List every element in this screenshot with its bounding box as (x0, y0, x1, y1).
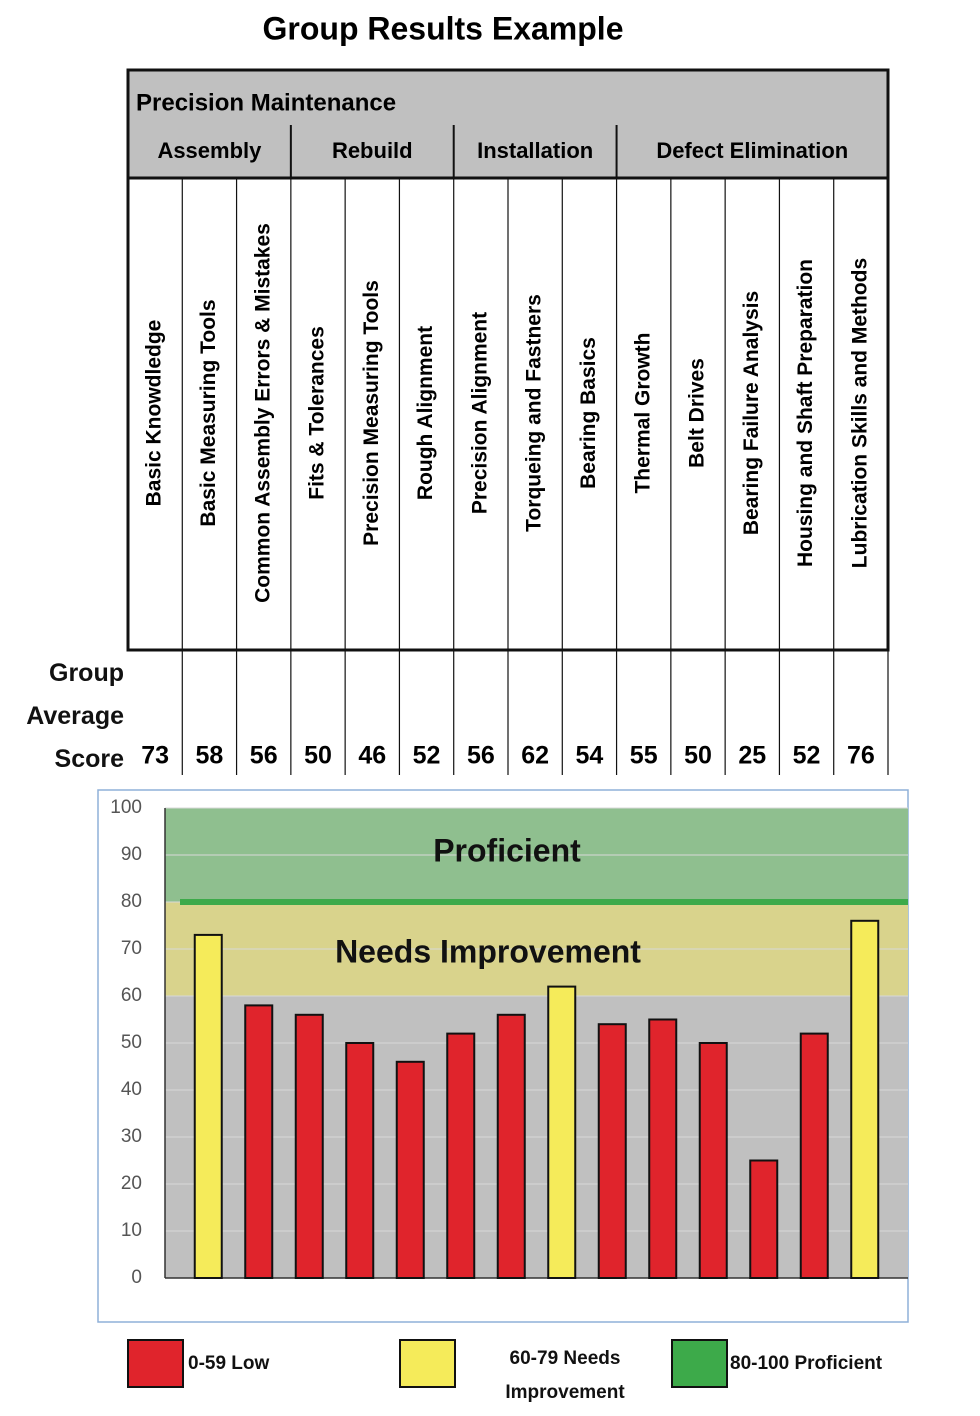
category-label: Precision Alignment (468, 312, 491, 514)
score: 52 (793, 742, 821, 770)
y-tick-label: 40 (121, 1079, 142, 1100)
score: 73 (141, 742, 169, 770)
category-label: Belt Drives (686, 358, 709, 468)
bar (446, 1032, 476, 1279)
y-tick-label: 60 (121, 985, 142, 1006)
y-tick-label: 10 (121, 1220, 142, 1241)
row-label: Group Average Score (26, 659, 124, 773)
score: 55 (630, 742, 658, 770)
y-tick-label: 80 (121, 891, 142, 912)
group-label: Assembly (157, 138, 262, 163)
category-label: Rough Alignment (414, 326, 437, 500)
category-label: Thermal Growth (631, 332, 654, 493)
bar (597, 1023, 627, 1279)
score: 58 (196, 742, 224, 770)
score: 62 (521, 742, 549, 770)
table-border (126, 68, 890, 652)
score: 25 (738, 742, 766, 770)
legend-label: 80-100 Proficient (730, 1353, 883, 1374)
bar (496, 1013, 526, 1279)
score: 54 (576, 742, 604, 770)
legend-swatch (399, 1339, 456, 1388)
bar (749, 1159, 779, 1279)
y-tick-label: 0 (131, 1267, 142, 1288)
group-label: Defect Elimination (656, 138, 848, 163)
y-tick-label: 90 (121, 844, 142, 865)
group-label: Installation (477, 138, 593, 163)
score: 52 (413, 742, 441, 770)
y-tick-label: 100 (110, 797, 142, 818)
bar (850, 919, 880, 1279)
bar (547, 985, 577, 1279)
bar (345, 1042, 375, 1279)
score: 50 (684, 742, 712, 770)
legend-label: 60-79 Needs Improvement (505, 1348, 625, 1403)
legend-label: 0-59 Low (188, 1353, 270, 1374)
category-label: Basic Knowdledge (143, 320, 166, 507)
group-label: Rebuild (332, 138, 413, 163)
y-tick-label: 70 (121, 938, 142, 959)
header-background (128, 70, 888, 178)
category-label: Fits & Tolerances (306, 326, 329, 500)
bar (193, 933, 223, 1280)
title: Group Results Example (263, 10, 624, 46)
score: 76 (847, 742, 875, 770)
y-tick-label: 50 (121, 1032, 142, 1053)
score: 46 (358, 742, 386, 770)
category-label: Bearing Failure Analysis (740, 291, 763, 535)
category-label: Lubrication Skills and Methods (848, 258, 871, 568)
header-title: Precision Maintenance (136, 89, 396, 116)
band-label: Proficient (433, 832, 581, 868)
category-label: Basic Measuring Tools (197, 299, 220, 526)
bar (799, 1032, 829, 1279)
score: 56 (250, 742, 278, 770)
category-label: Common Assembly Errors & Mistakes (251, 223, 274, 603)
y-tick-label: 20 (121, 1173, 142, 1194)
legend-swatch (671, 1339, 728, 1388)
band-label: Needs Improvement (335, 933, 641, 969)
y-tick-label: 30 (121, 1126, 142, 1147)
score: 50 (304, 742, 332, 770)
category-label: Bearing Basics (577, 337, 600, 489)
bar (395, 1060, 425, 1280)
legend-swatch (127, 1339, 184, 1388)
bar (698, 1042, 728, 1279)
score: 56 (467, 742, 495, 770)
bar (294, 1013, 324, 1279)
category-label: Housing and Shaft Preparation (794, 259, 817, 567)
category-label: Precision Measuring Tools (360, 280, 383, 546)
bar (648, 1018, 678, 1279)
category-label: Torqueing and Fastners (523, 294, 546, 532)
bar (244, 1004, 274, 1280)
